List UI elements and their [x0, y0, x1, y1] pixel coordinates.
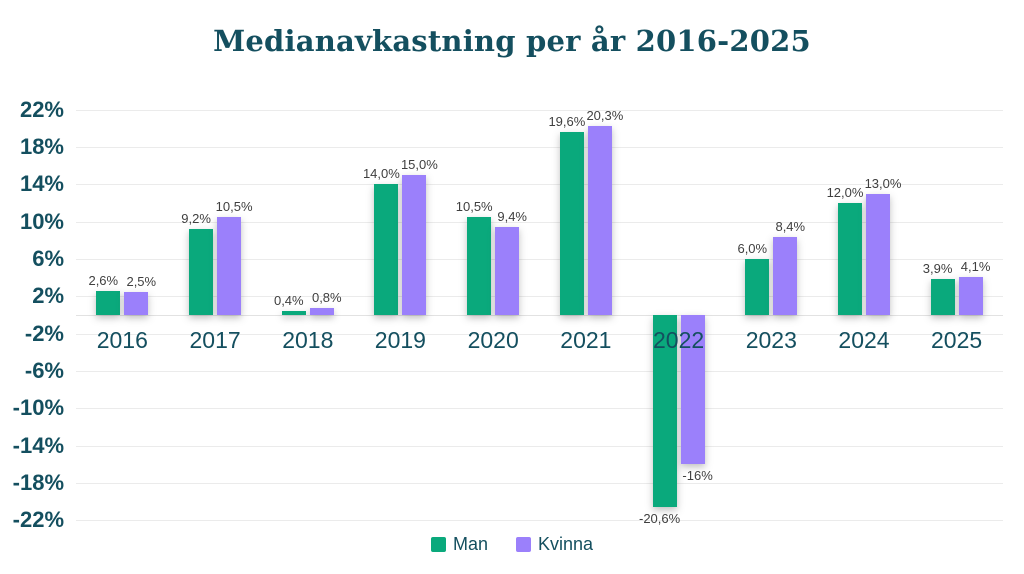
y-axis-tick-label: -18%: [12, 469, 64, 495]
value-label-man-2024: 12,0%: [826, 185, 864, 200]
bar-man-2018: [281, 311, 306, 315]
y-axis-tick-label: -6%: [24, 358, 64, 383]
gridline: [76, 371, 1003, 372]
x-axis-label-2021: 2021: [560, 327, 612, 353]
bar-man-2024: [838, 203, 862, 315]
chart-title: Medianavkastning per år 2016-2025: [213, 24, 811, 58]
value-label-kvinna-2025: 4,1%: [960, 258, 991, 274]
legend-swatch-icon: [430, 537, 446, 552]
value-label-kvinna-2024: 13,0%: [864, 175, 902, 191]
y-axis-tick-label: -22%: [12, 507, 64, 533]
x-axis-line: [76, 315, 1003, 316]
bar-kvinna-2025: [958, 276, 983, 315]
x-axis-label-2016: 2016: [96, 327, 148, 353]
x-axis-label-2023: 2023: [745, 327, 797, 353]
gridline: [76, 259, 1003, 260]
gridline: [76, 147, 1003, 149]
legend-item-kvinna: Kvinna: [515, 534, 594, 555]
x-axis-label-2019: 2019: [374, 327, 426, 353]
x-axis-label-2025: 2025: [931, 327, 983, 353]
bar-man-2022: [652, 315, 677, 508]
value-label-man-2021: 19,6%: [548, 114, 586, 130]
bar-man-2020: [467, 217, 492, 315]
x-axis-label-2017: 2017: [189, 327, 241, 353]
bar-kvinna-2023: [773, 236, 798, 315]
x-axis-label-2018: 2018: [282, 327, 334, 353]
bar-kvinna-2019: [402, 175, 427, 315]
legend-label: Man: [452, 534, 488, 554]
value-label-man-2020: 10,5%: [455, 199, 493, 214]
y-axis-tick-label: -14%: [12, 432, 64, 458]
value-label-man-2019: 14,0%: [362, 166, 400, 182]
value-label-kvinna-2019: 15,0%: [400, 157, 438, 173]
legend-label: Kvinna: [537, 534, 594, 554]
value-label-kvinna-2020: 9,4%: [497, 209, 527, 225]
value-label-kvinna-2018: 0,8%: [311, 289, 342, 305]
bar-man-2023: [745, 259, 770, 315]
bar-man-2025: [930, 278, 955, 315]
x-axis-label-2022: 2022: [653, 327, 705, 353]
y-axis-tick-label: 10%: [19, 208, 64, 234]
bar-kvinna-2017: [217, 217, 242, 315]
y-axis-tick-label: 22%: [19, 96, 64, 122]
value-label-kvinna-2022: -16%: [682, 468, 713, 484]
gridline: [76, 482, 1003, 484]
value-label-man-2016: 2,6%: [88, 272, 119, 288]
bar-kvinna-2022: [680, 315, 705, 465]
x-axis-label-2020: 2020: [467, 327, 519, 353]
bar-kvinna-2020: [495, 227, 520, 315]
gridline: [76, 333, 1003, 335]
value-label-man-2017: 9,2%: [181, 211, 211, 227]
bar-man-2019: [374, 184, 399, 315]
y-axis-tick-label: -10%: [12, 395, 64, 421]
value-label-man-2025: 3,9%: [922, 260, 953, 276]
x-axis-label-2024: 2024: [838, 327, 890, 353]
value-label-kvinna-2017: 10,5%: [215, 199, 253, 214]
value-label-man-2022: -20,6%: [638, 511, 681, 527]
gridline: [76, 184, 1003, 186]
gridline: [76, 445, 1003, 447]
gridline: [76, 520, 1003, 522]
legend-swatch-icon: [515, 537, 531, 552]
value-label-man-2023: 6,0%: [737, 241, 768, 256]
gridline: [76, 109, 1003, 111]
value-label-kvinna-2023: 8,4%: [775, 218, 806, 234]
y-axis-tick-label: 6%: [32, 246, 64, 271]
bar-man-2016: [96, 290, 121, 315]
value-label-man-2018: 0,4%: [273, 293, 304, 309]
value-label-kvinna-2021: 20,3%: [586, 107, 624, 123]
bar-kvinna-2018: [309, 307, 334, 315]
legend-item-man: Man: [430, 534, 488, 555]
value-label-kvinna-2016: 2,5%: [126, 273, 157, 289]
gridline: [76, 296, 1003, 298]
bar-kvinna-2016: [124, 291, 149, 315]
bar-kvinna-2024: [866, 193, 890, 315]
gridline: [76, 221, 1003, 223]
y-axis-tick-label: 14%: [19, 171, 64, 197]
gridline: [76, 408, 1003, 410]
bar-kvinna-2021: [587, 125, 612, 315]
legend: Man Kvinna: [0, 534, 1024, 555]
y-axis-tick-label: -2%: [24, 320, 64, 346]
bar-man-2017: [189, 229, 214, 315]
bar-man-2021: [559, 132, 584, 315]
y-axis-tick-label: 18%: [19, 134, 64, 160]
y-axis-tick-label: 2%: [32, 283, 64, 309]
